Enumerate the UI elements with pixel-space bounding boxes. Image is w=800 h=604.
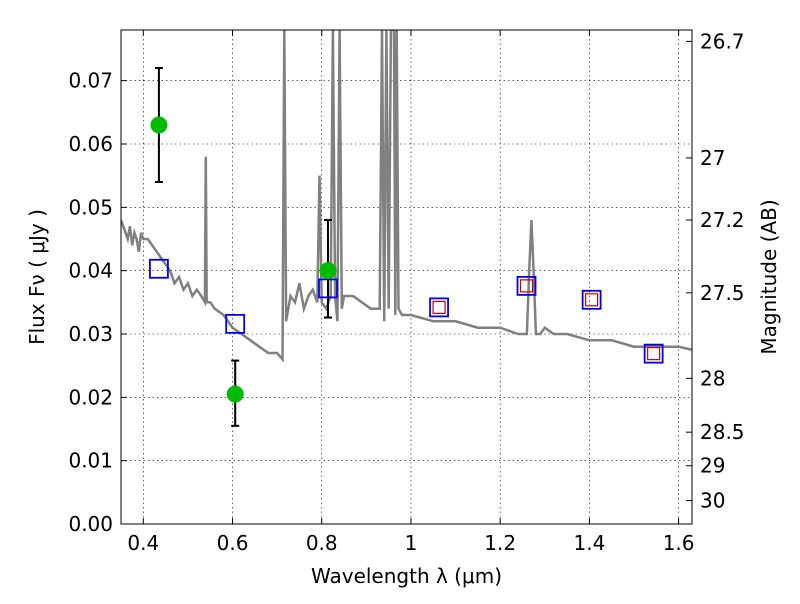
model-inner-point <box>647 347 661 361</box>
x-tick-label: 1 <box>405 531 418 555</box>
y-axis-label: Flux Fν ( μJy ) <box>25 209 49 345</box>
observed-point <box>226 385 244 403</box>
spectrum-layer <box>121 30 692 363</box>
y-tick-label: 0.03 <box>68 322 113 346</box>
model-synth-point <box>516 275 537 296</box>
y2-tick-label: 27.5 <box>700 281 745 305</box>
y2-tick-label: 28.5 <box>700 420 745 444</box>
model-synth-point <box>149 258 169 279</box>
x-tick-label: 1.6 <box>663 531 695 555</box>
model-synth-point <box>643 343 664 364</box>
x-tick-label: 0.6 <box>217 531 249 555</box>
y2-tick-label: 29 <box>700 454 725 478</box>
y-tick-label: 0.02 <box>68 385 113 409</box>
y-tick-label: 0.00 <box>68 512 113 536</box>
y2-tick-label: 26.7 <box>700 29 745 53</box>
model-inner-point <box>519 279 534 293</box>
x-tick-label: 1.2 <box>484 531 516 555</box>
plot-frame <box>120 29 693 525</box>
model-spectrum-line <box>121 30 692 363</box>
y2-tick-label: 28 <box>700 366 725 390</box>
x-tick-label: 0.8 <box>306 531 338 555</box>
x-axis-label: Wavelength λ (μm) <box>311 564 502 588</box>
model-synth-point <box>225 313 246 334</box>
y-tick-label: 0.07 <box>68 69 113 93</box>
x-tick-label: 0.4 <box>127 531 159 555</box>
ticks-layer: 0.4 0.6 0.8 1 1.2 1.4 1.6 0.00 0.01 0.02 0.03 0.04 0… <box>68 29 744 555</box>
y2-axis-label: Magnitude (AB) <box>757 199 781 354</box>
y2-tick-label: 30 <box>700 489 725 513</box>
observed-point <box>319 262 337 280</box>
y2-tick-label: 27 <box>700 146 725 170</box>
model-inner-point <box>432 300 446 314</box>
y-tick-label: 0.01 <box>68 449 113 473</box>
model-inner-point <box>585 293 599 307</box>
x-tick-label: 1.4 <box>573 531 605 555</box>
model-synth-point <box>581 289 602 310</box>
points-layer <box>149 67 664 427</box>
observed-point <box>150 116 168 134</box>
y-tick-label: 0.06 <box>68 132 113 156</box>
model-synth-point <box>429 297 449 318</box>
y-tick-label: 0.04 <box>68 259 113 283</box>
y-tick-label: 0.05 <box>68 195 113 219</box>
y2-tick-label: 27.2 <box>700 208 745 232</box>
